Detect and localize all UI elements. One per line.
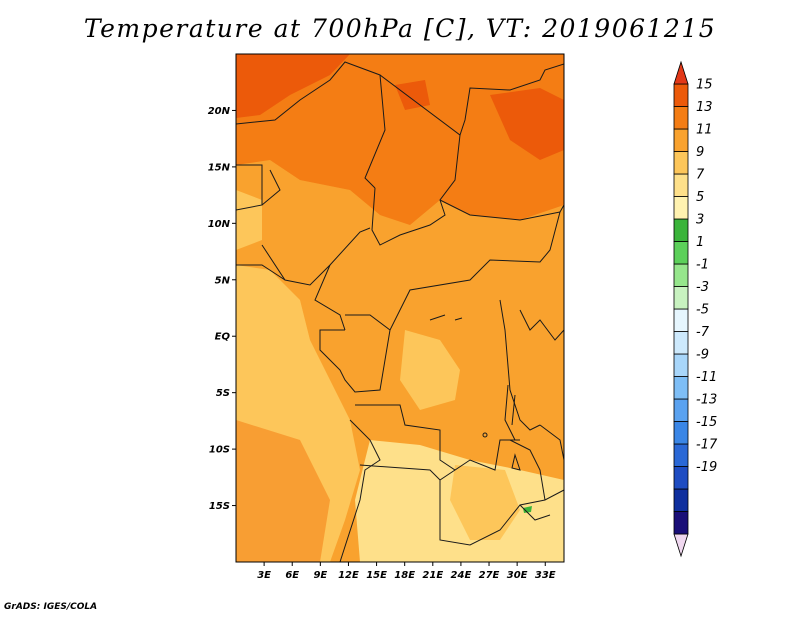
colorbar-bin <box>673 196 689 220</box>
colorbar-bin <box>673 263 689 287</box>
colorbar-bin <box>673 128 689 152</box>
colorbar-bin <box>673 218 689 242</box>
lat-tick-label: 5S <box>216 388 230 399</box>
colorbar-bin <box>673 443 689 467</box>
colorbar-label: 3 <box>696 213 704 228</box>
lon-tick-label: 6E <box>285 570 299 581</box>
colorbar-label: -19 <box>696 460 717 475</box>
colorbar-label: -15 <box>696 415 717 430</box>
colorbar-bin <box>673 511 689 535</box>
colorbar-label: -5 <box>696 303 709 318</box>
latitude-axis: 20N 15N 10N 5N EQ 5S 10S 15S <box>208 106 236 512</box>
lon-tick-label: 12E <box>338 570 359 581</box>
lon-tick-label: 15E <box>366 570 387 581</box>
colorbar-label: 15 <box>696 78 713 93</box>
chart-title: Temperature at 700hPa [C], VT: 201906121… <box>83 14 717 43</box>
lon-tick-label: 9E <box>313 570 327 581</box>
colorbar-label: -13 <box>696 393 717 408</box>
lat-tick-label: 10S <box>209 445 230 456</box>
lon-tick-label: 18E <box>394 570 415 581</box>
lon-tick-label: 3E <box>257 570 271 581</box>
grads-credit: GrADS: IGES/COLA <box>4 602 98 612</box>
colorbar-bin <box>673 331 689 355</box>
colorbar-bin <box>673 353 689 377</box>
lat-tick-label: 20N <box>208 106 231 117</box>
colorbar-bin <box>673 308 689 332</box>
country-borders <box>236 61 564 562</box>
lat-tick-label: 15S <box>209 501 230 512</box>
colorbar-label: 9 <box>696 145 704 160</box>
lat-tick-label: EQ <box>215 332 231 343</box>
lat-tick-label: 10N <box>208 219 231 230</box>
colorbar-bin <box>673 466 689 490</box>
colorbar-bin <box>673 106 689 130</box>
colorbar: 15 13 11 9 7 5 3 1 -1 -3 -5 -7 -9 -11 -13 -15 -17 -19 <box>673 60 718 558</box>
colorbar-label: -9 <box>696 348 709 363</box>
colorbar-label: -11 <box>696 370 717 385</box>
colorbar-label: -3 <box>696 280 709 295</box>
lon-tick-label: 27E <box>479 570 500 581</box>
colorbar-label: 5 <box>696 190 704 205</box>
lon-tick-label: 24E <box>451 570 472 581</box>
lon-tick-label: 33E <box>535 570 556 581</box>
colorbar-label: -1 <box>696 258 709 273</box>
colorbar-bin <box>673 376 689 400</box>
colorbar-bin <box>673 398 689 422</box>
lat-tick-label: 5N <box>215 275 231 286</box>
colorbar-bin <box>673 173 689 197</box>
colorbar-bin <box>673 151 689 175</box>
colorbar-label: 11 <box>696 123 713 138</box>
colorbar-label: 13 <box>696 100 713 115</box>
colorbar-bin <box>673 83 689 107</box>
colorbar-bin <box>673 488 689 512</box>
map-frame <box>235 53 565 563</box>
longitude-axis: 3E 6E 9E 12E 15E 18E 21E 24E 27E 30E 33E <box>257 562 556 581</box>
colorbar-max-arrow <box>673 60 689 85</box>
colorbar-bin <box>673 241 689 265</box>
colorbar-bin <box>673 421 689 445</box>
lon-tick-label: 21E <box>422 570 443 581</box>
colorbar-bin <box>673 286 689 310</box>
temperature-field <box>236 54 564 562</box>
colorbar-min-arrow <box>673 533 689 558</box>
colorbar-label: 7 <box>696 168 705 183</box>
lat-tick-label: 15N <box>208 162 231 173</box>
lon-tick-label: 30E <box>507 570 528 581</box>
colorbar-label: 1 <box>696 235 704 250</box>
colorbar-label: -7 <box>696 325 710 340</box>
colorbar-label: -17 <box>696 438 718 453</box>
